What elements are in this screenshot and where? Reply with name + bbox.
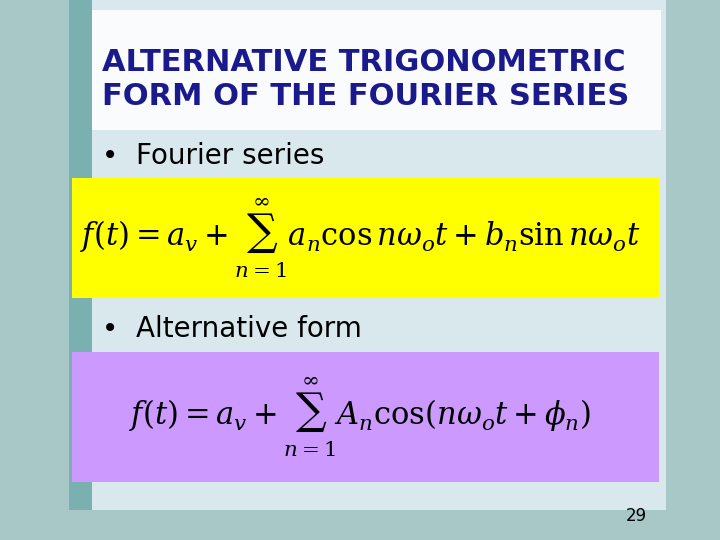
Text: $f(t) = a_v + \sum_{n=1}^{\infty} a_n \cos n\omega_o t + b_n \sin n\omega_o t$: $f(t) = a_v + \sum_{n=1}^{\infty} a_n \c… [80, 196, 641, 280]
Text: 29: 29 [626, 507, 647, 525]
Bar [72, 352, 659, 482]
Text: ALTERNATIVE TRIGONOMETRIC: ALTERNATIVE TRIGONOMETRIC [102, 48, 625, 77]
Text: •  Alternative form: • Alternative form [102, 315, 361, 343]
Bar [69, 0, 92, 510]
Bar [69, 0, 665, 510]
Text: $f(t) = a_v + \sum_{n=1}^{\infty} A_n \cos(n\omega_o t + \phi_n)$: $f(t) = a_v + \sum_{n=1}^{\infty} A_n \c… [130, 375, 591, 459]
Bar [92, 0, 665, 510]
Bar [72, 178, 659, 298]
Text: FORM OF THE FOURIER SERIES: FORM OF THE FOURIER SERIES [102, 82, 629, 111]
Bar [92, 10, 661, 130]
Text: •  Fourier series: • Fourier series [102, 142, 324, 170]
